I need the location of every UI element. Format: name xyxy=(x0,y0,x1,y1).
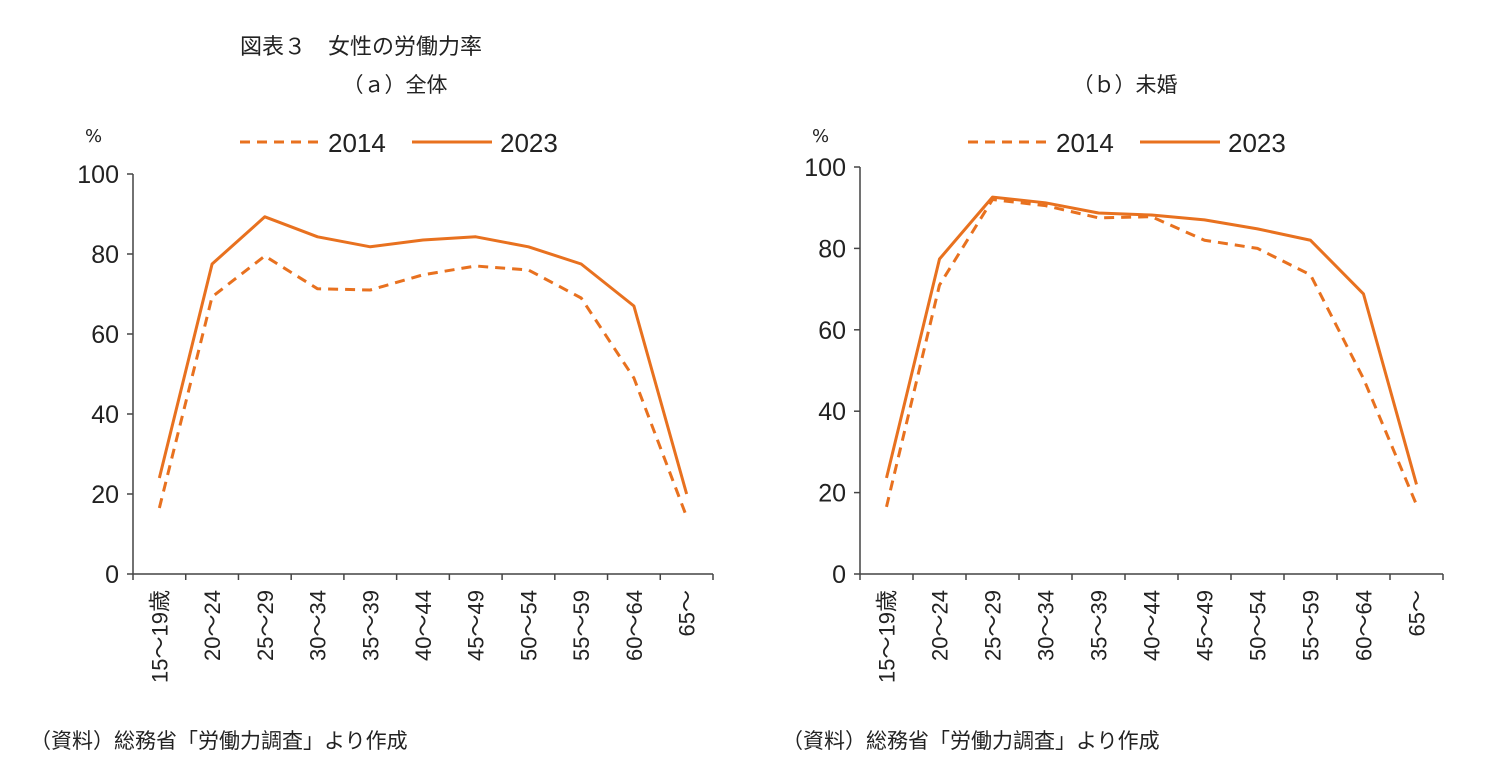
y-tick-label: 0 xyxy=(832,561,846,589)
y-axis-unit: % xyxy=(812,126,829,147)
y-tick-label: 80 xyxy=(91,241,119,269)
source-note: （資料）総務省「労働力調査」より作成 xyxy=(782,729,1160,753)
series-line-2014 xyxy=(157,254,689,518)
series-line-2023 xyxy=(157,215,689,495)
y-tick-label: 60 xyxy=(818,317,846,345)
x-tick-label: 60～64 xyxy=(622,590,647,661)
x-tick-label: 25～29 xyxy=(981,590,1006,661)
x-tick-label: 30～34 xyxy=(306,590,331,661)
x-tick-label: 40～44 xyxy=(1140,590,1165,661)
x-tick-label: 50～54 xyxy=(1246,590,1271,661)
x-tick-label: 65～ xyxy=(1405,590,1430,636)
figure-title: 図表３ 女性の労働力率 xyxy=(240,35,482,60)
chart-title: （ａ）全体 xyxy=(343,73,448,97)
legend-label-2023: 2023 xyxy=(500,128,558,158)
y-tick-label: 20 xyxy=(91,481,119,509)
x-tick-label: 50～54 xyxy=(516,590,541,661)
y-tick-label: 40 xyxy=(818,398,846,426)
y-tick-label: 80 xyxy=(818,235,846,263)
y-tick-label: 100 xyxy=(804,154,846,182)
legend-label-2023: 2023 xyxy=(1228,128,1286,158)
x-tick-label: 30～34 xyxy=(1034,590,1059,661)
y-axis-unit: % xyxy=(85,126,102,147)
x-tick-label: 15～19歳 xyxy=(875,590,900,683)
x-tick-label: 45～49 xyxy=(1193,590,1218,661)
x-tick-label: 20～24 xyxy=(200,590,225,661)
x-tick-label: 40～44 xyxy=(411,590,436,661)
chart-title: （ｂ）未婚 xyxy=(1073,73,1178,97)
source-note: （資料）総務省「労働力調査」より作成 xyxy=(30,729,408,753)
x-tick-label: 35～39 xyxy=(1087,590,1112,661)
x-tick-label: 25～29 xyxy=(253,590,278,661)
x-tick-label: 55～59 xyxy=(1299,590,1324,661)
y-tick-label: 0 xyxy=(105,561,119,589)
legend-label-2014: 2014 xyxy=(1056,128,1114,158)
legend-label-2014: 2014 xyxy=(328,128,386,158)
x-tick-label: 35～39 xyxy=(358,590,383,661)
x-tick-label: 45～49 xyxy=(464,590,489,661)
x-tick-label: 55～59 xyxy=(569,590,594,661)
chart-a: （ａ）全体% 2014 2023 0 20 40 60 80 100 15～19歳 20～24 25～… xyxy=(30,73,714,753)
chart-b: （ｂ）未婚% 2014 2023 0 20 40 60 80 100 15～19歳 20～24 25～… xyxy=(782,73,1444,753)
y-tick-label: 40 xyxy=(91,401,119,429)
y-tick-label: 100 xyxy=(77,161,119,189)
x-tick-label: 15～19歳 xyxy=(147,590,172,683)
x-tick-label: 60～64 xyxy=(1352,590,1377,661)
y-tick-label: 20 xyxy=(818,480,846,508)
x-tick-label: 20～24 xyxy=(928,590,953,661)
series-line-2014 xyxy=(885,198,1418,508)
y-tick-label: 60 xyxy=(91,321,119,349)
x-tick-label: 65～ xyxy=(675,590,700,636)
